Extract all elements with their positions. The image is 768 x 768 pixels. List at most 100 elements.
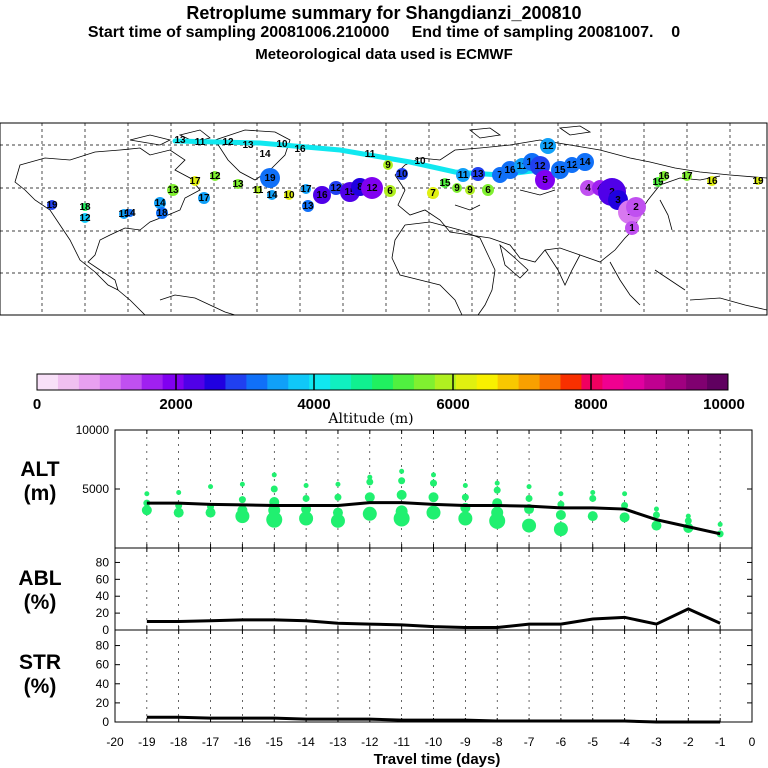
colorbar-swatch xyxy=(162,374,185,390)
alt-dot xyxy=(717,521,723,527)
plume-day-label: 19 xyxy=(264,173,276,184)
track-day-label: 11 xyxy=(365,149,376,160)
alt-dot xyxy=(494,480,500,486)
colorbar-swatch xyxy=(351,374,373,390)
plume-circle xyxy=(384,185,396,197)
alt-dot xyxy=(208,484,214,490)
alt-dot xyxy=(431,472,436,478)
colorbar-tick-0: 0 xyxy=(33,396,41,413)
colorbar-swatch xyxy=(665,374,687,390)
alt-dot xyxy=(489,512,506,529)
str-panel-label: STR xyxy=(19,651,61,674)
alt-dot xyxy=(651,520,662,531)
colorbar-swatch xyxy=(330,374,352,390)
colorbar-tick-10000: 10000 xyxy=(703,396,745,413)
plume-circle xyxy=(329,181,343,195)
colorbar-swatch xyxy=(288,374,310,390)
plume-day-label: 10 xyxy=(396,169,408,180)
plume-day-label: 7 xyxy=(497,170,503,181)
plume-circle xyxy=(301,184,311,194)
colorbar-swatch xyxy=(644,374,666,390)
x-tick-label: -7 xyxy=(524,735,535,749)
alt-dot xyxy=(587,511,598,522)
track-day-label: 12 xyxy=(222,137,234,148)
track-day-label: 11 xyxy=(195,137,206,148)
track-day-label: 10 xyxy=(276,139,288,150)
plume-day-label: 13 xyxy=(167,185,179,196)
plume-day-label: 4 xyxy=(585,183,591,194)
alt-dot xyxy=(589,494,597,502)
x-tick-label: -18 xyxy=(170,735,188,749)
x-tick-label: -11 xyxy=(393,735,410,749)
y-tick-label: 0 xyxy=(102,715,109,729)
x-tick-label: -12 xyxy=(361,735,379,749)
colorbar-swatch xyxy=(686,374,708,390)
plume-day-label: 14 xyxy=(124,208,136,219)
colorbar-tick-2000: 2000 xyxy=(159,396,192,413)
chart-title: Retroplume summary for Shangdianzi_20081… xyxy=(186,3,582,23)
panel-frame xyxy=(114,547,753,631)
met-data-line: Meteorological data used is ECMWF xyxy=(255,46,513,63)
plume-day-label: 6 xyxy=(387,186,393,197)
plume-day-label: 12 xyxy=(209,171,221,182)
y-tick-label: 80 xyxy=(96,639,110,653)
colorbar-swatch xyxy=(413,374,436,390)
x-tick-label: -1 xyxy=(715,735,726,749)
track-day-label: 13 xyxy=(242,140,254,151)
plume-circle xyxy=(233,179,243,189)
colorbar-swatch xyxy=(267,374,289,390)
colorbar-swatch xyxy=(455,374,478,390)
alt-dot xyxy=(621,502,629,510)
alt-dot xyxy=(522,518,537,533)
colorbar-swatch xyxy=(120,374,143,390)
colorbar-swatch xyxy=(141,374,164,390)
y-tick-label: 80 xyxy=(96,555,110,569)
plume-circle xyxy=(383,160,393,170)
map-grid xyxy=(0,123,767,315)
plume-day-label: 11 xyxy=(517,161,528,172)
colorbar-swatch xyxy=(372,374,394,390)
plume-day-label: 12 xyxy=(366,183,378,194)
plume-day-label: 9 xyxy=(454,183,460,194)
colorbar-swatch xyxy=(57,374,80,390)
plume-circle xyxy=(154,197,166,209)
plume-circle xyxy=(659,171,669,181)
plume-circle xyxy=(210,171,220,181)
x-axis-label: Travel time (days) xyxy=(374,751,501,768)
alt-dot xyxy=(526,484,532,490)
alt-dot xyxy=(461,493,469,501)
alt-dot xyxy=(335,481,341,487)
plume-circle xyxy=(254,186,262,194)
plume-circle xyxy=(754,177,762,185)
plume-day-label: 15 xyxy=(439,178,451,189)
alt-dot xyxy=(493,486,501,494)
abl-series-line xyxy=(146,607,721,629)
plume-day-label: 9 xyxy=(467,185,473,196)
colorbar-swatch xyxy=(560,374,582,390)
plume-circle xyxy=(198,192,210,204)
plume-day-label: 13 xyxy=(302,201,314,212)
colorbar-swatch xyxy=(225,374,247,390)
colorbar-label: Altitude (m) xyxy=(327,411,413,427)
plume-circle xyxy=(361,177,383,199)
plume-circle xyxy=(396,168,408,180)
plume-circle xyxy=(440,178,450,188)
x-tick-label: -20 xyxy=(106,735,124,749)
plume-circle xyxy=(190,176,200,186)
plume-circle xyxy=(707,176,717,186)
x-tick-label: -10 xyxy=(425,735,443,749)
colorbar-tick-4000: 4000 xyxy=(297,396,330,413)
plume-day-label: 12 xyxy=(330,183,342,194)
abl-panel-unit: (%) xyxy=(24,591,57,614)
plume-circle xyxy=(81,203,89,211)
plume-circle xyxy=(535,170,555,190)
alt-dot xyxy=(555,509,566,520)
plume-day-label: 16 xyxy=(316,190,328,201)
plume-day-label: 15 xyxy=(554,165,566,176)
alt-dot xyxy=(239,481,245,487)
alt-dot xyxy=(364,492,375,503)
alt-dot xyxy=(270,485,278,493)
